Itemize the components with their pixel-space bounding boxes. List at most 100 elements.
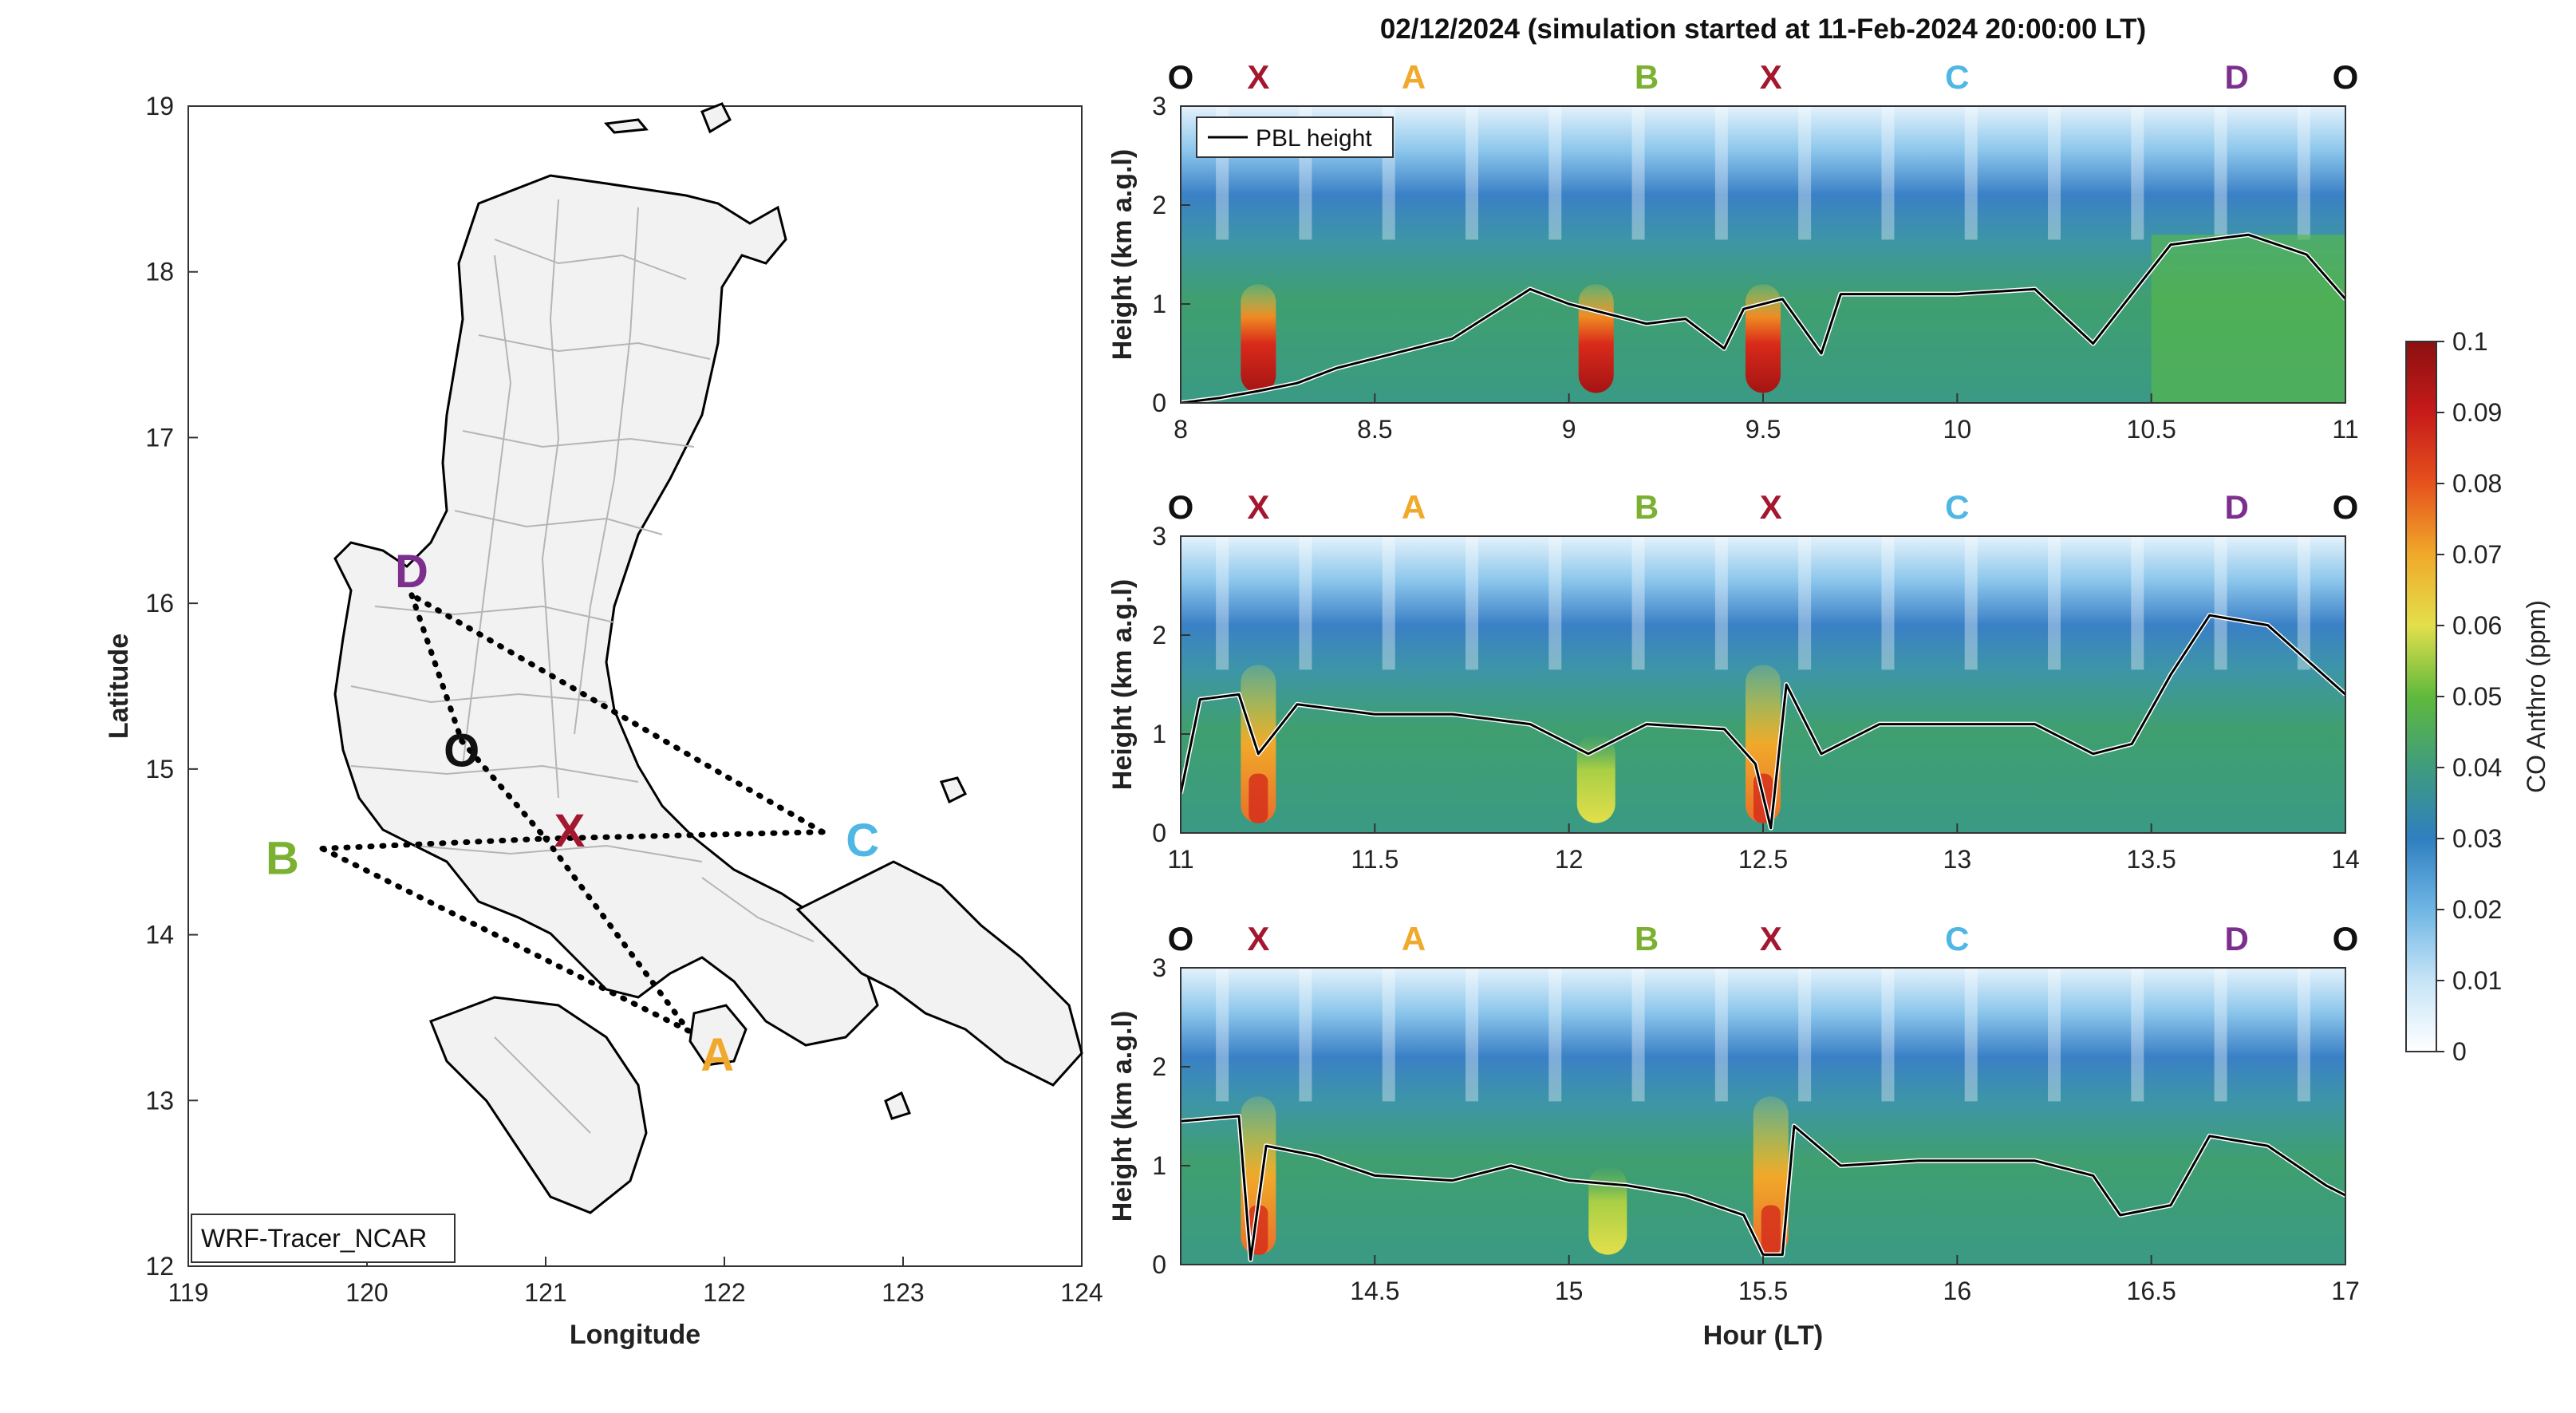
pbl-line: [1181, 614, 2345, 830]
route-label-X: X: [1760, 488, 1782, 526]
heatmap-panel-1: 8 8.5 9 9.5 10 10.5 11 0 1 2 3 Height (km a.g.l) O X A…: [1107, 58, 2359, 444]
co-plume: [1578, 284, 1614, 393]
heatmap-field: [1181, 968, 2345, 1265]
islet-east: [884, 776, 968, 1120]
xtick-label: 8: [1174, 415, 1188, 444]
clean-air-streak: [1881, 968, 1895, 1102]
ytick-label: 3: [1152, 953, 1166, 982]
route-label-C: C: [1945, 488, 1969, 526]
xlabel: Hour (LT): [1703, 1320, 1823, 1351]
clean-air-streak: [2131, 536, 2144, 670]
route-label-C: C: [1945, 920, 1969, 957]
colorbar-tick-label: 0.03: [2452, 824, 2502, 853]
colorbar-tick-label: 0.08: [2452, 469, 2502, 498]
islet-north: [603, 102, 732, 134]
route-segment: [319, 835, 549, 852]
route-label-C: C: [1945, 58, 1969, 96]
map-xtick-label: 121: [524, 1278, 566, 1307]
map-axes: 119 120 121 122 123 124 12 13 14 15 16 17 18 19 Longit…: [104, 92, 1103, 1350]
clean-air-streak: [1299, 968, 1312, 1102]
route-label-A: A: [1402, 920, 1426, 957]
xtick-label: 17: [2331, 1277, 2360, 1305]
clean-air-streak: [2297, 968, 2310, 1102]
map-ytick-label: 16: [145, 589, 174, 618]
map-xtick-label: 122: [703, 1278, 745, 1307]
co-plume: [1746, 284, 1781, 393]
map-ytick-label: 15: [145, 755, 174, 783]
model-label: WRF-Tracer_NCAR: [201, 1224, 427, 1253]
xtick-label: 10.5: [2127, 415, 2176, 444]
clean-air-streak: [2131, 968, 2144, 1102]
colorbar-tick-label: 0.1: [2452, 327, 2487, 356]
xtick-label: 11: [1167, 845, 1193, 874]
colorbar-tick-label: 0.05: [2452, 682, 2502, 711]
xtick-label: 13: [1943, 845, 1972, 874]
map-ytick-label: 12: [145, 1252, 174, 1281]
map-panel: [187, 102, 1083, 1267]
colorbar-tick-label: 0.02: [2452, 895, 2502, 924]
clean-air-streak: [1631, 536, 1645, 670]
colorbar-label: CO Anthro (ppm): [2522, 600, 2550, 793]
colorbar-tick-label: 0: [2452, 1037, 2467, 1066]
ytick-label: 3: [1152, 92, 1166, 120]
clean-air-streak: [1216, 968, 1229, 1102]
ytick-label: 0: [1152, 1250, 1166, 1279]
xtick-label: 11: [2332, 415, 2358, 444]
clean-air-streak: [1798, 106, 1812, 240]
clean-air-streak: [1631, 968, 1645, 1102]
clean-air-streak: [1964, 536, 1978, 670]
clean-air-streak: [1548, 968, 1562, 1102]
map-ytick-label: 18: [145, 258, 174, 286]
co-plume: [1241, 284, 1276, 393]
route-segment: [408, 592, 826, 835]
clean-air-streak: [1466, 106, 1478, 240]
xtick-label: 14: [2331, 845, 2360, 874]
colorbar: CO Anthro (ppm) 0 0.01 0.02 0.03 0.04 0.05 0.0…: [2405, 327, 2550, 1066]
clean-air-streak: [1382, 968, 1395, 1102]
ylabel: Height (km a.g.l): [1107, 579, 1138, 790]
map-point-label-A: A: [700, 1029, 734, 1081]
map-point-label-D: D: [395, 546, 428, 598]
route-label-A: A: [1402, 488, 1426, 526]
clean-air-streak: [2297, 536, 2310, 670]
figure-title: 02/12/2024 (simulation started at 11-Feb…: [1380, 14, 2146, 45]
clean-air-streak: [2214, 536, 2227, 670]
colorbar-tick-label: 0.07: [2452, 540, 2502, 569]
mindoro-island: [429, 996, 648, 1214]
xtick-label: 16: [1943, 1277, 1972, 1305]
pbl-line: [1181, 233, 2345, 403]
map-xtick-label: 120: [345, 1278, 388, 1307]
ytick-label: 0: [1152, 389, 1166, 417]
map-point-label-X: X: [554, 805, 586, 857]
route-label-O: O: [2333, 488, 2359, 526]
xtick-label: 14.5: [1350, 1277, 1399, 1305]
xtick-label: 12.5: [1738, 845, 1788, 874]
map-xtick-label: 124: [1060, 1278, 1103, 1307]
map-point-labels: D O X B C A: [266, 546, 879, 1081]
co-plume-core: [1761, 1205, 1781, 1255]
clean-air-streak: [2297, 106, 2310, 240]
ylabel: Height (km a.g.l): [1107, 1011, 1138, 1222]
clean-air-streak: [1964, 106, 1978, 240]
xtick-label: 11.5: [1351, 845, 1398, 874]
route-segment: [542, 829, 826, 842]
clean-air-streak: [1548, 536, 1562, 670]
clean-air-streak: [1216, 536, 1229, 670]
clean-air-streak: [1881, 106, 1895, 240]
legend-label: PBL height: [1256, 125, 1372, 152]
map-xlabel: Longitude: [570, 1320, 700, 1350]
route-label-B: B: [1635, 920, 1659, 957]
route-label-B: B: [1635, 488, 1659, 526]
route-segment: [542, 835, 692, 1034]
map-ytick-label: 19: [145, 92, 174, 120]
route-label-X: X: [1760, 920, 1782, 957]
clean-air-streak: [1631, 106, 1645, 240]
clean-air-streak: [1964, 968, 1978, 1102]
ytick-label: 3: [1152, 522, 1166, 551]
route-label-O: O: [2333, 58, 2359, 96]
map-point-label-O: O: [444, 725, 479, 777]
clean-air-streak: [1714, 968, 1728, 1102]
map-ylabel: Latitude: [104, 633, 134, 739]
